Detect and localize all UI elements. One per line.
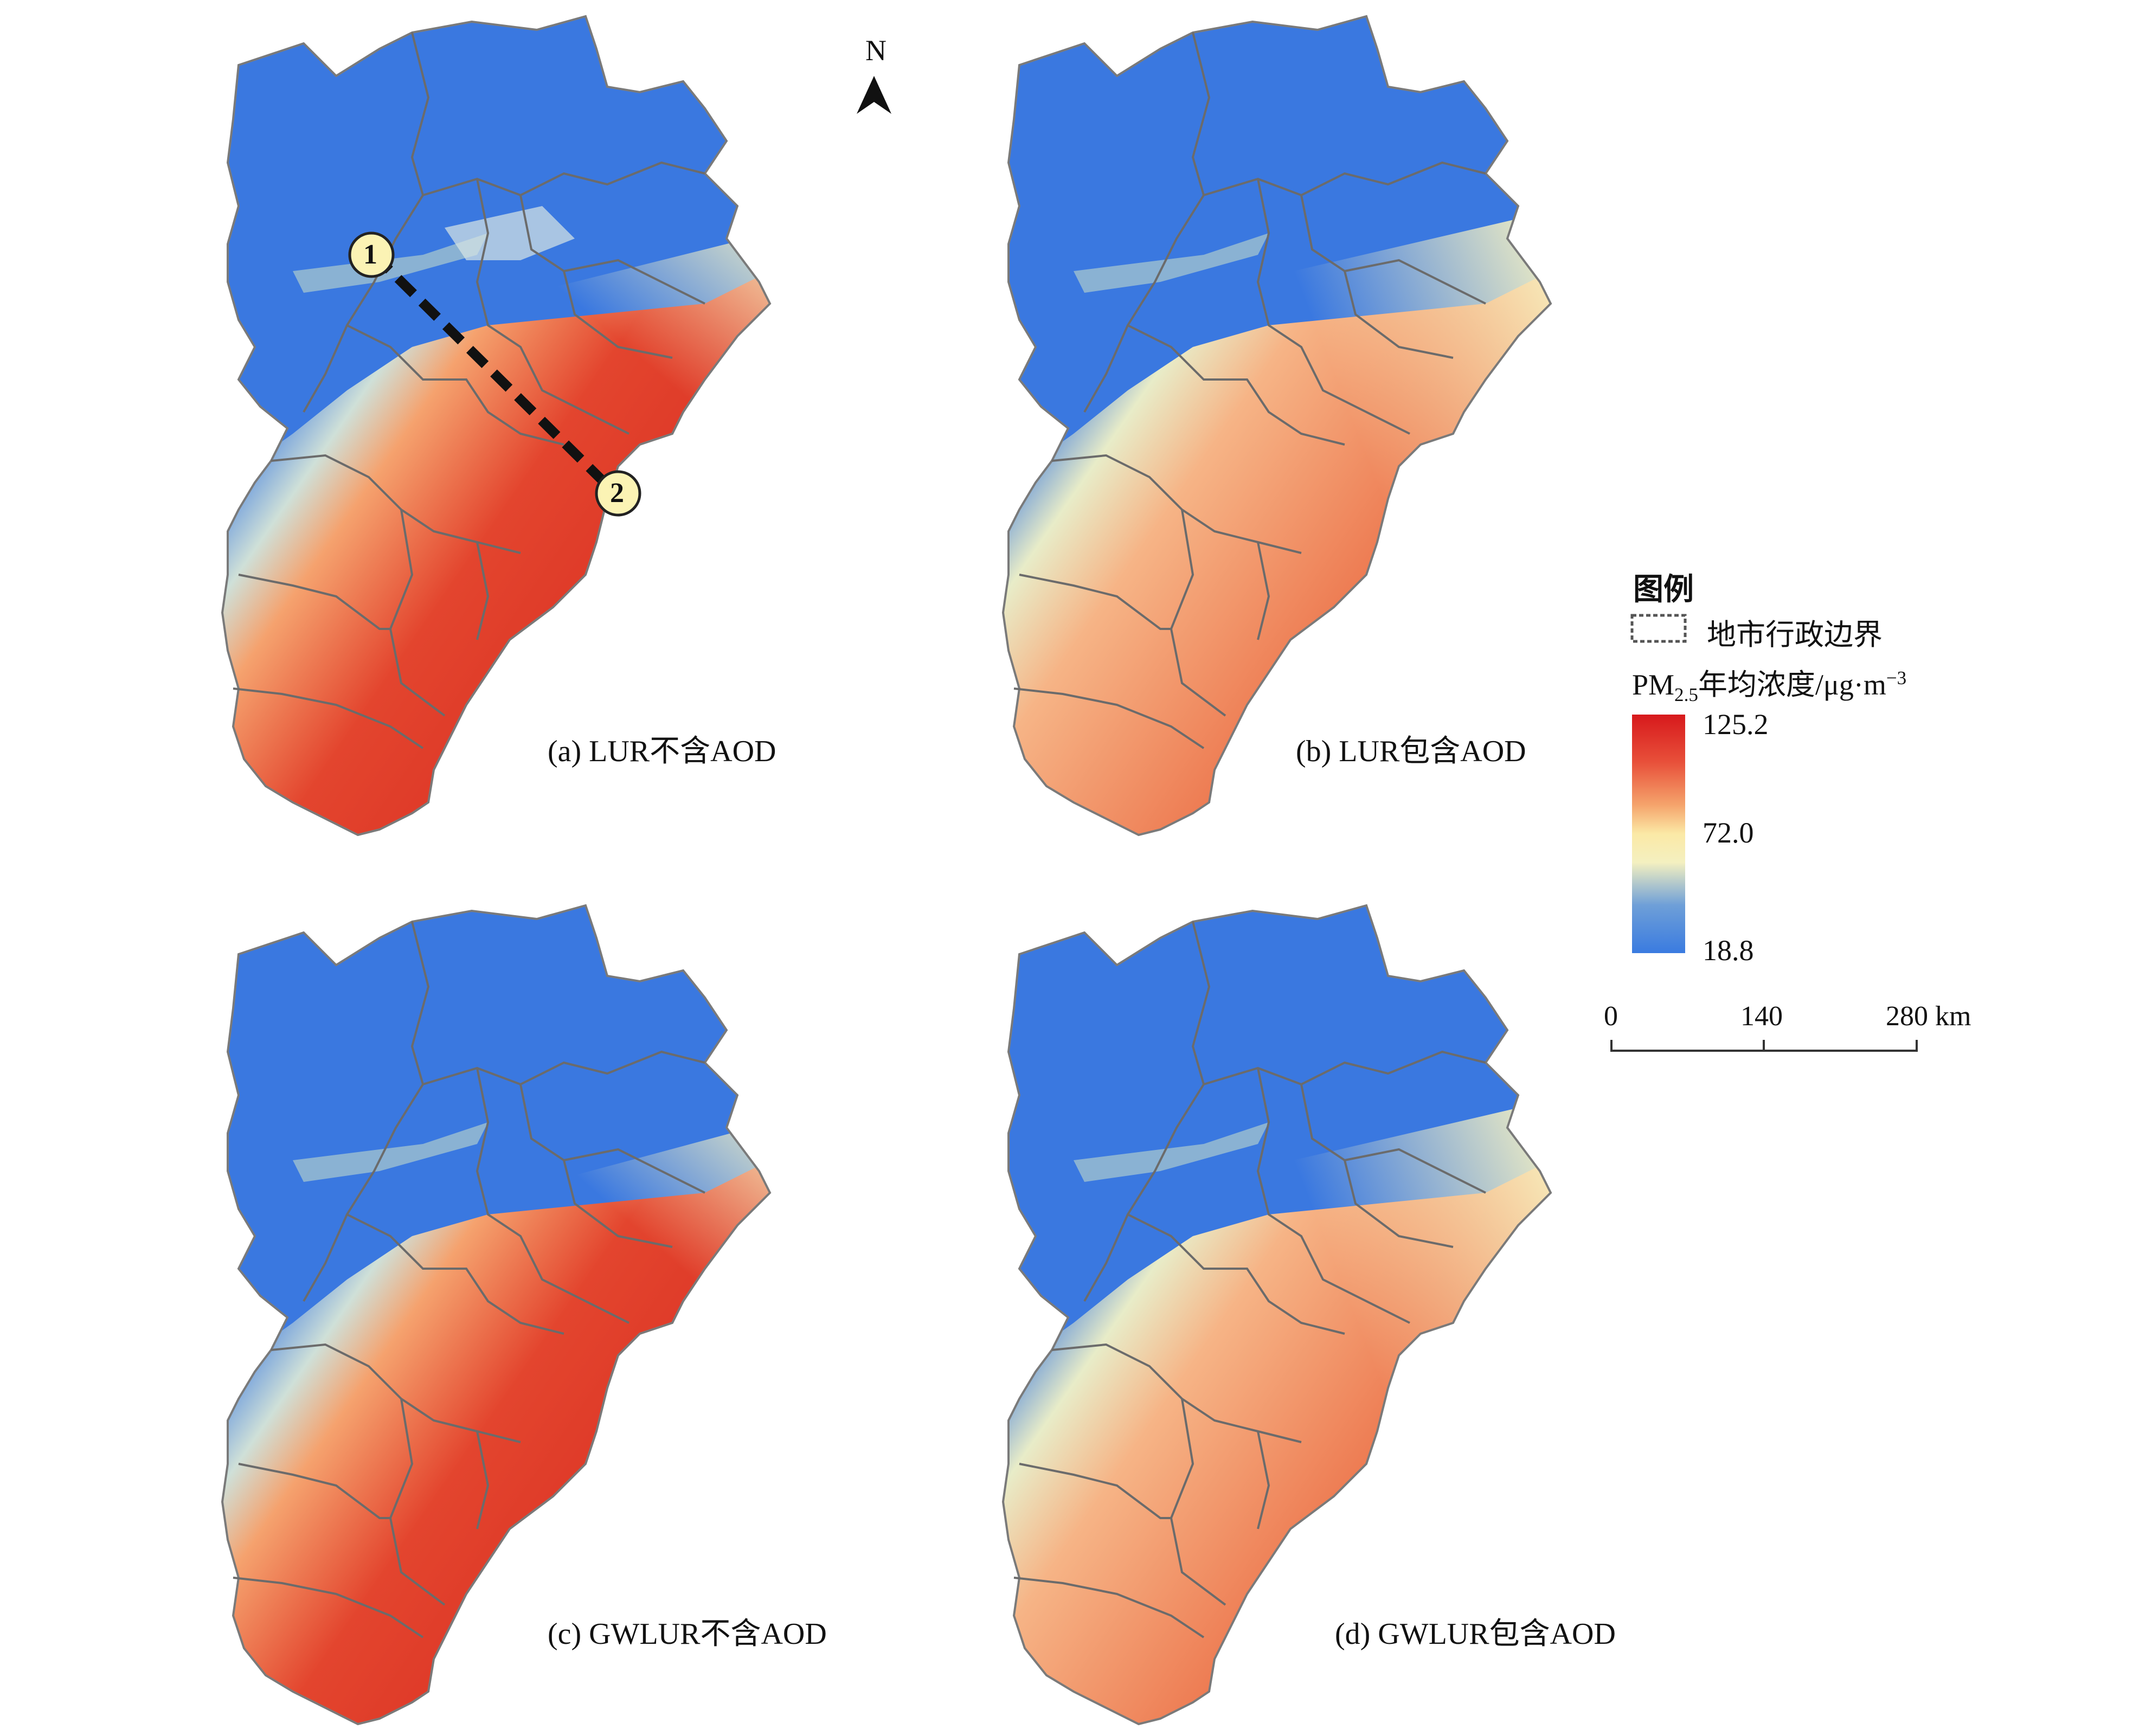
concentration-title-rest: 年均浓度/μg·m — [1698, 668, 1886, 701]
boundary-swatch — [1630, 614, 1687, 643]
north-label: N — [865, 34, 887, 67]
scale-label-140: 140 — [1740, 1001, 1783, 1032]
concentration-title-pm: PM — [1632, 668, 1675, 701]
transect-line — [370, 251, 616, 494]
legend-min-label: 18.8 — [1703, 934, 1754, 967]
panel-a-caption: (a) LUR不含AOD — [548, 735, 776, 768]
north-arrow-icon — [857, 76, 891, 114]
scale-label-280: 280 km — [1886, 1001, 1971, 1032]
scale-label-0: 0 — [1604, 1001, 1618, 1032]
panel-b-caption: (b) LUR包含AOD — [1296, 735, 1526, 768]
transect-start-marker — [348, 232, 395, 278]
transect-end-label: 2 — [610, 478, 624, 509]
concentration-title: PM2.5年均浓度/μg·m−3 — [1632, 660, 1906, 706]
panel-c-caption: (c) GWLUR不含AOD — [548, 1617, 827, 1651]
legend-title: 图例 — [1633, 572, 1694, 607]
legend-max-label: 125.2 — [1703, 708, 1769, 741]
transect-end-marker — [595, 470, 641, 517]
concentration-title-sup: −3 — [1886, 667, 1907, 689]
boundary-label: 地市行政边界 — [1707, 618, 1883, 652]
panel-d-caption: (d) GWLUR包含AOD — [1335, 1617, 1616, 1651]
legend-mid-label: 72.0 — [1703, 816, 1754, 849]
transect-start-label: 1 — [363, 239, 377, 270]
scale-bar — [1610, 1040, 1918, 1052]
concentration-title-sub: 2.5 — [1674, 684, 1698, 705]
color-ramp — [1632, 715, 1685, 953]
